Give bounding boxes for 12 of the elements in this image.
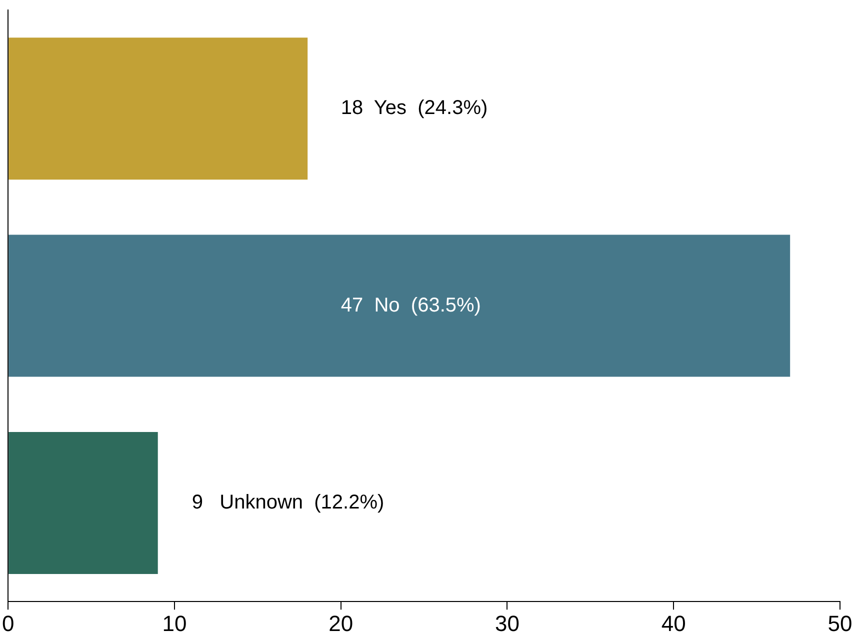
bar <box>8 234 790 377</box>
x-tick-label: 50 <box>828 610 852 636</box>
data-label: 47 No (63.5%) <box>340 294 481 316</box>
bar <box>8 432 158 574</box>
x-tick-label: 20 <box>328 610 354 636</box>
data-label: 9 Unknown (12.2%) <box>192 492 384 514</box>
bar <box>8 38 308 180</box>
x-tick-label: 10 <box>162 610 187 636</box>
x-tick-label: 0 <box>2 610 14 636</box>
x-tick-label: 40 <box>661 610 686 636</box>
x-tick-label: 30 <box>495 610 520 636</box>
data-label: 18 Yes (24.3%) <box>340 97 488 120</box>
